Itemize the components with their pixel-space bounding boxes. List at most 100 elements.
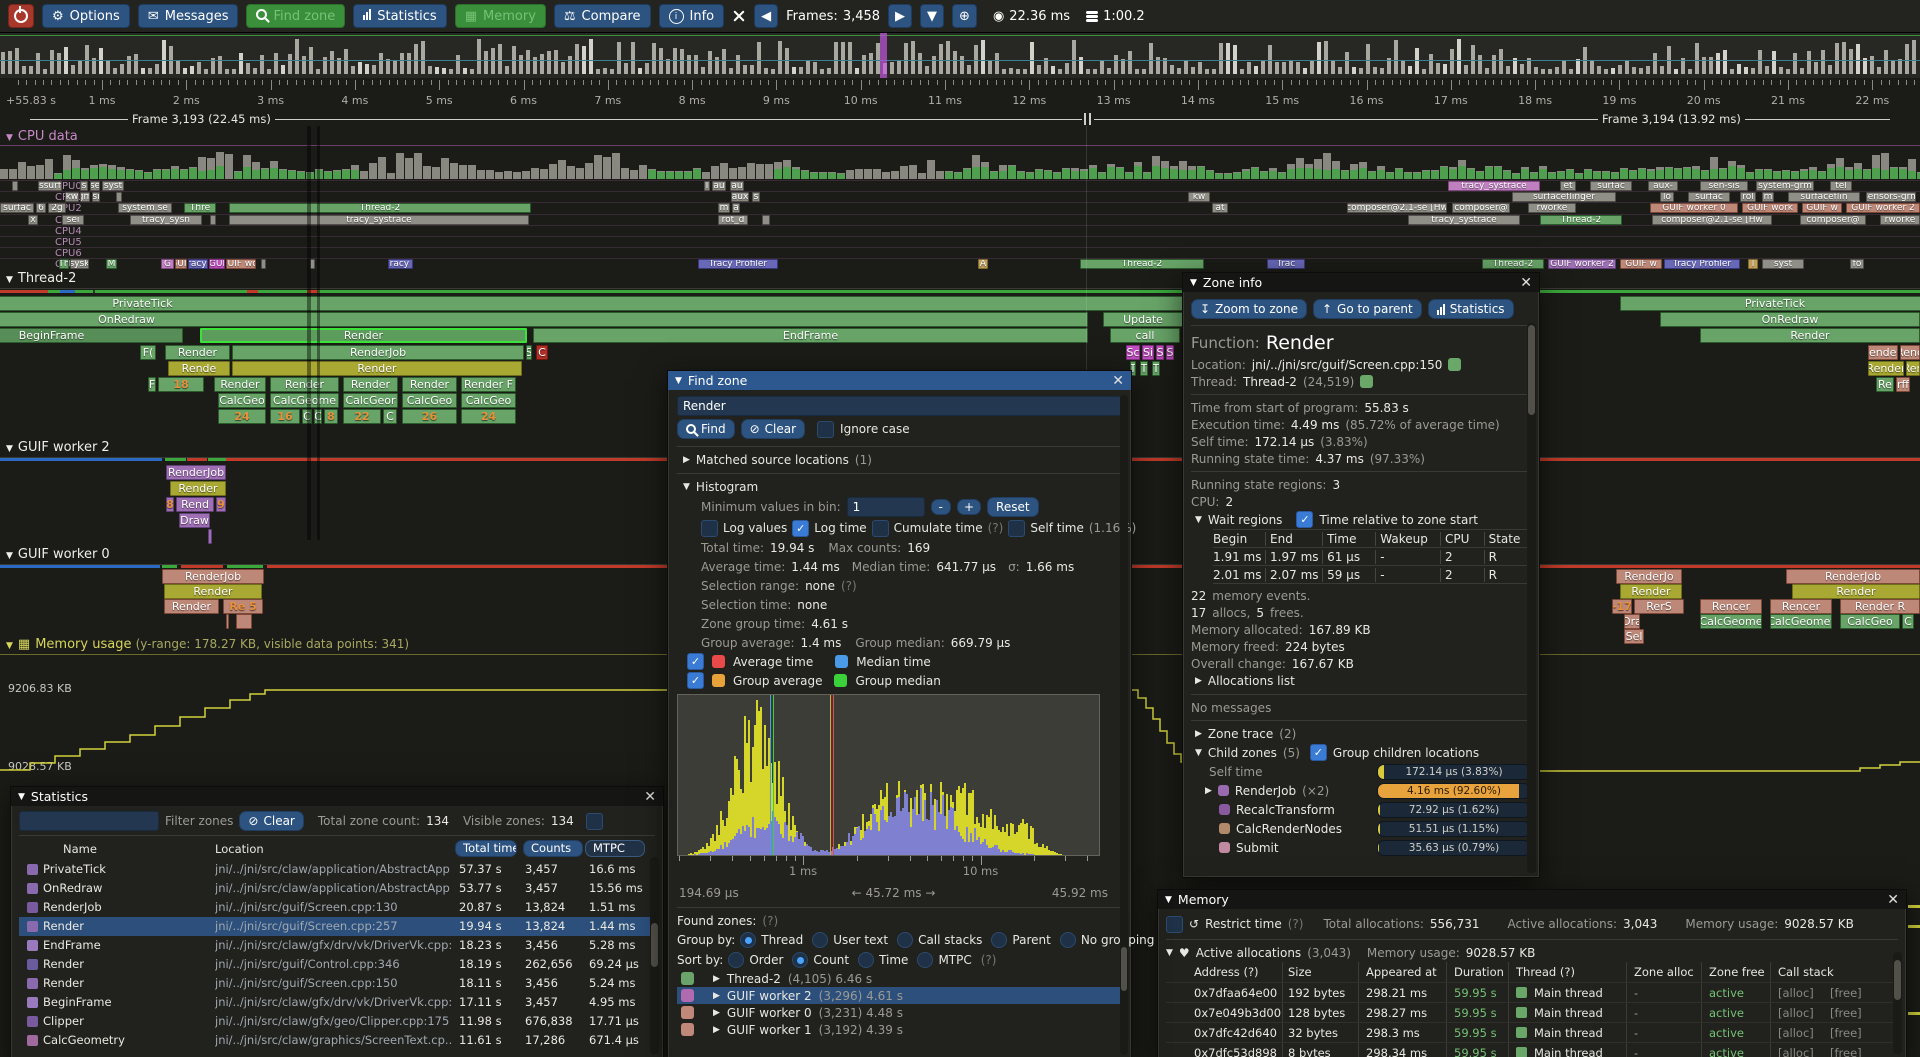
cpu-zone[interactable]: s [80,181,88,191]
cpu-zone[interactable]: s [752,192,760,203]
close-icon[interactable]: ✕ [1887,891,1899,908]
timeline-zone[interactable]: Re 5 [223,599,263,614]
table-row[interactable]: PrivateTick jni/../jni/src/claw/applicati… [19,860,655,879]
timeline-zone[interactable]: PrivateTick [1620,296,1920,311]
allocation-row[interactable]: 0x7e049b3d00 128 bytes 298.27 ms 59.95 s Mai… [1166,1002,1898,1022]
timeline-zone[interactable]: CalcGeo [1840,614,1900,629]
toolbar-button-memory[interactable]: ▦ Memory [454,4,546,28]
timeline-zone[interactable]: OnRedraw [1660,312,1920,327]
column-location[interactable]: Location [215,842,264,856]
timeline[interactable]: ▼ CPU data CPU0 ssurf s se syst l au au tracy_syst… [0,126,1920,1015]
zone-thread[interactable]: Thread-2 [1243,374,1297,389]
statistics-scrollbar[interactable] [650,857,659,1054]
cumulate-time-checkbox[interactable] [871,519,889,537]
cpu-zone[interactable]: sen-sis [1700,181,1748,191]
help-icon[interactable]: (?) [1287,917,1304,931]
find-button[interactable]: Find [677,419,735,439]
collapse-icon[interactable]: ▼ [1165,894,1172,905]
cpu-zone[interactable]: kw [65,192,79,203]
cpu-zone[interactable]: GUIF [175,259,187,270]
table-row[interactable]: EndFrame jni/../jni/src/claw/gfx/drv/vk/D… [19,936,655,955]
find-clear-button[interactable]: ⊘ Clear [740,419,806,439]
timeline-zone[interactable]: OnRedraw [0,312,1088,327]
timeline-zone[interactable]: Rende [168,361,230,376]
timeline-zone[interactable]: S [1166,345,1174,360]
radio-call-stacks[interactable] [897,932,914,948]
timeline-zone[interactable]: 22 [343,409,381,424]
cpu-zone[interactable]: m [1762,192,1774,203]
expander-icon[interactable]: ▶ [1195,729,1202,739]
cpu-zone[interactable]: sensors-grm [1866,192,1916,203]
allocation-row[interactable]: 0x7dfc42d640 32 bytes 298.3 ms 59.95 s Main … [1166,1022,1898,1042]
radio-thread[interactable] [740,932,757,948]
cpu-zone[interactable]: GUIF w [1802,203,1842,214]
timeline-zone[interactable]: Render [164,599,219,614]
timeline-zone[interactable]: Render [343,377,398,392]
zone-info-scrollbar[interactable] [1527,323,1536,873]
toolbar-button-info[interactable]: i Info [658,4,725,28]
collapse-icon[interactable]: ▼ [18,791,25,802]
column-total-time[interactable]: Total time [455,840,517,857]
toolbar-button-statistics[interactable]: Statistics [353,4,447,28]
expander-icon[interactable]: ▶ [1195,676,1202,686]
cpu-zone[interactable]: composer@ [1452,203,1510,214]
cpu-zone[interactable]: Tracy Profiler [1664,259,1740,270]
timeline-zone[interactable]: S [1156,345,1164,360]
close-icon[interactable]: ✕ [1112,372,1124,389]
cpu-zone[interactable]: rot_d [718,214,748,225]
wait-regions-section[interactable]: Wait regions [1207,512,1283,527]
ignore-case-checkbox[interactable] [817,420,835,438]
cpu-zone[interactable]: l [704,181,710,191]
thread-header-thread-2[interactable]: ▼ Thread-2 [6,271,77,286]
help-icon[interactable]: (?) [841,578,857,593]
child-zone-row[interactable]: CalcRenderNodes 51.51 µs (1.15%) [1191,819,1531,838]
cpu-zone[interactable]: system se [118,203,172,214]
zone-statistics-button[interactable]: Statistics [1427,299,1514,319]
cpu-zone[interactable] [210,214,216,225]
zone-info-titlebar[interactable]: ▼ Zone info ✕ [1183,273,1539,292]
timeline-zone[interactable]: 8 [166,497,174,512]
cpu-zone[interactable]: au [730,181,744,191]
cpu-zone[interactable]: at [1212,203,1228,214]
timeline-zone[interactable]: 8 [324,409,338,424]
timeline-zone[interactable]: Render [1792,584,1920,599]
cpu-zone[interactable] [261,259,266,270]
cpu-zone[interactable]: aux- [1648,181,1678,191]
cpu-zone[interactable]: kw [1188,192,1210,203]
expander-icon[interactable]: ▼ [683,482,690,492]
cpu-zone[interactable]: surfac [0,203,34,214]
radio-order[interactable] [728,952,745,968]
timeline-zone[interactable]: C [536,345,548,360]
histogram-plot[interactable] [677,694,1100,856]
timeline-zone[interactable]: S [526,345,532,360]
close-icon[interactable]: ✕ [644,788,656,805]
timeline-zone[interactable]: 26 [402,409,457,424]
cpu-zone[interactable]: surfaceflinger [1512,192,1616,203]
cpu-zone[interactable]: tracy_systrace [229,214,529,225]
find-zone-search-input[interactable] [677,396,1122,416]
timeline-zone[interactable]: CalcGeor [343,393,398,408]
min-bin-input[interactable] [846,497,925,517]
timeline-zone[interactable]: T [1152,361,1160,376]
allocation-row[interactable]: 0x7dfc53d898 8 bytes 298.34 ms 59.95 s Main … [1166,1042,1898,1057]
radio-mtpc[interactable] [917,952,934,968]
timeline-zone[interactable]: RenderJ [1868,345,1898,360]
cpu-zone[interactable]: x [28,214,38,225]
timeline-zone[interactable]: Render [402,377,457,392]
radio-no-grouping[interactable] [1059,932,1076,948]
cpu-zone[interactable]: sysk [70,259,89,270]
timeline-zone[interactable]: C [314,409,322,424]
cpu-zone[interactable]: GUIF wor [226,259,256,270]
cpu-zone[interactable]: tracy_systrace [1448,181,1540,191]
timeline-zone[interactable]: Render [270,377,339,392]
zone-location[interactable]: jni/../jni/src/guif/Screen.cpp:150 [1251,357,1443,372]
close-icon[interactable]: ✕ [1520,274,1532,291]
prev-frame-button[interactable]: ◀ [754,4,779,28]
timeline-zone[interactable]: Render [1868,361,1904,376]
help-icon[interactable]: (?) [762,914,779,928]
child-zone-row[interactable]: ▶ RenderJob (×2) 4.16 ms (92.60%) [1191,781,1531,800]
cpu-zone[interactable]: GUIF w [1620,259,1662,270]
child-zone-row[interactable]: RecalcTransform 72.92 µs (1.62%) [1191,800,1531,819]
min-bin-plus-button[interactable]: + [956,499,982,515]
timeline-zone[interactable]: Draw [179,513,210,528]
